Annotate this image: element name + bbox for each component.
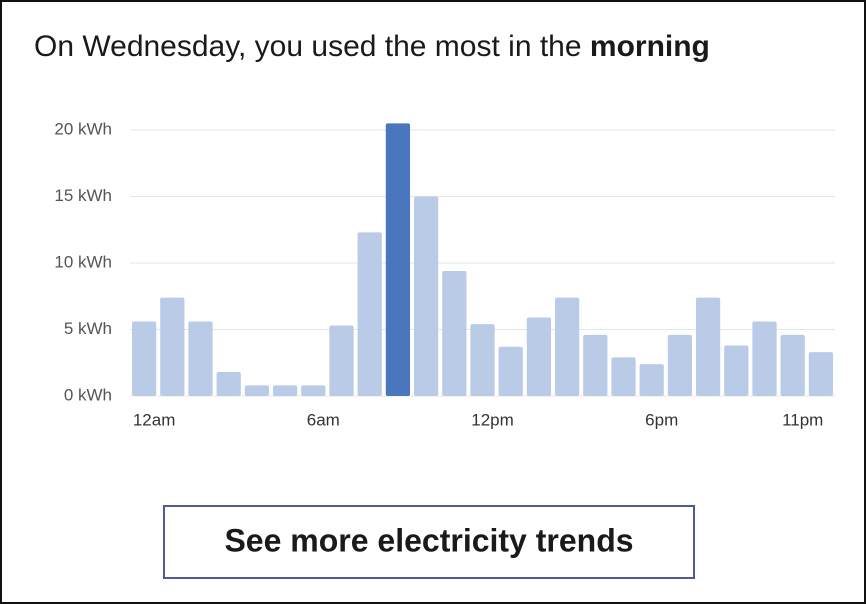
bar [216,372,241,396]
bar [808,352,834,396]
bar [272,385,298,396]
bar [526,317,552,396]
y-tick-label: 20 kWh [54,119,112,138]
bar [160,297,185,396]
x-tick-label: 6am [307,410,340,429]
bar [639,364,664,396]
button-label[interactable]: See more electricity trends [224,522,633,558]
bar [188,321,213,396]
card-title: On Wednesday, you used the most in the m… [34,30,710,63]
bar [385,123,411,396]
bar [244,385,270,396]
bar [498,346,523,396]
plot: 0 kWh 5 kWh 10 kWh 15 kWh 20 kWh 12am 6am 12pm 6… [54,119,835,429]
bar [724,345,749,396]
bar [667,334,693,396]
x-tick-label: 12pm [471,410,514,429]
see-more-button[interactable]: See more electricity trends [163,505,695,579]
button-frame[interactable] [163,505,695,579]
bar [752,321,777,396]
x-tick-label: 11pm [782,410,823,429]
bar [329,325,354,396]
bar [583,334,608,396]
bar [357,232,382,396]
y-tick-label: 5 kWh [64,319,112,338]
bar [470,324,495,396]
x-tick-label: 12am [133,410,176,429]
bar [413,196,439,396]
y-tick-label: 0 kWh [64,385,112,404]
bar [131,321,157,396]
title-emphasis: morning [590,30,710,63]
bar [442,270,467,396]
y-tick-label: 15 kWh [54,186,112,205]
x-tick-label: 6pm [645,410,678,429]
bar [301,385,326,396]
title-prefix: On Wednesday, you used the most in the [34,30,590,63]
bar [780,334,805,396]
bar [611,357,636,396]
y-tick-label: 10 kWh [54,252,112,271]
bar [554,297,580,396]
bar [695,297,721,396]
